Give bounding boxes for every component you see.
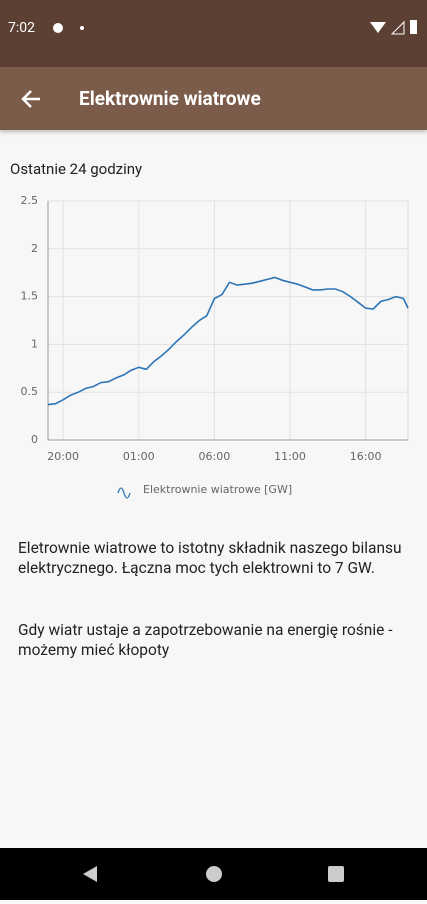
y-tick-label: 0.5 [21, 385, 39, 398]
plot-frame [47, 200, 409, 441]
paragraph: Eletrownie wiatrowe to istotny składnik … [18, 539, 402, 577]
status-bar: 7:02 [0, 0, 427, 67]
back-button[interactable] [20, 87, 44, 111]
y-tick-label: 0 [31, 433, 38, 446]
paragraph: Gdy wiatr ustaje a zapotrzebowanie na en… [18, 621, 393, 659]
y-tick-label: 2.5 [21, 194, 39, 207]
app-bar: Elektrownie wiatrowe [0, 67, 427, 130]
legend-swatch [117, 487, 131, 499]
y-tick-label: 1 [31, 337, 38, 350]
data-line [47, 276, 409, 406]
x-tick-label: 11:00 [274, 450, 306, 463]
x-tick-label: 20:00 [47, 450, 79, 463]
y-tick-label: 2 [31, 242, 38, 255]
nav-recents[interactable] [328, 866, 344, 882]
legend-label: Elektrownie wiatrowe [GW] [143, 483, 292, 496]
app-title: Elektrownie wiatrowe [79, 87, 261, 110]
y-tick-label: 1.5 [21, 290, 39, 303]
chart: 0 0.5 1 1.5 2 2.5 20:00 01:00 06:00 11:00 16:00 Ele… [21, 194, 409, 499]
nav-back[interactable] [83, 866, 97, 882]
x-tick-label: 16:00 [350, 450, 382, 463]
x-tick-label: 01:00 [123, 450, 155, 463]
nav-home[interactable] [206, 866, 222, 882]
status-icons [53, 20, 417, 35]
nav-buttons [83, 866, 344, 882]
nav-bar [0, 848, 427, 900]
x-tick-label: 06:00 [199, 450, 231, 463]
clock: 7:02 [8, 20, 35, 36]
chart-subtitle: Ostatnie 24 godziny [10, 160, 143, 178]
